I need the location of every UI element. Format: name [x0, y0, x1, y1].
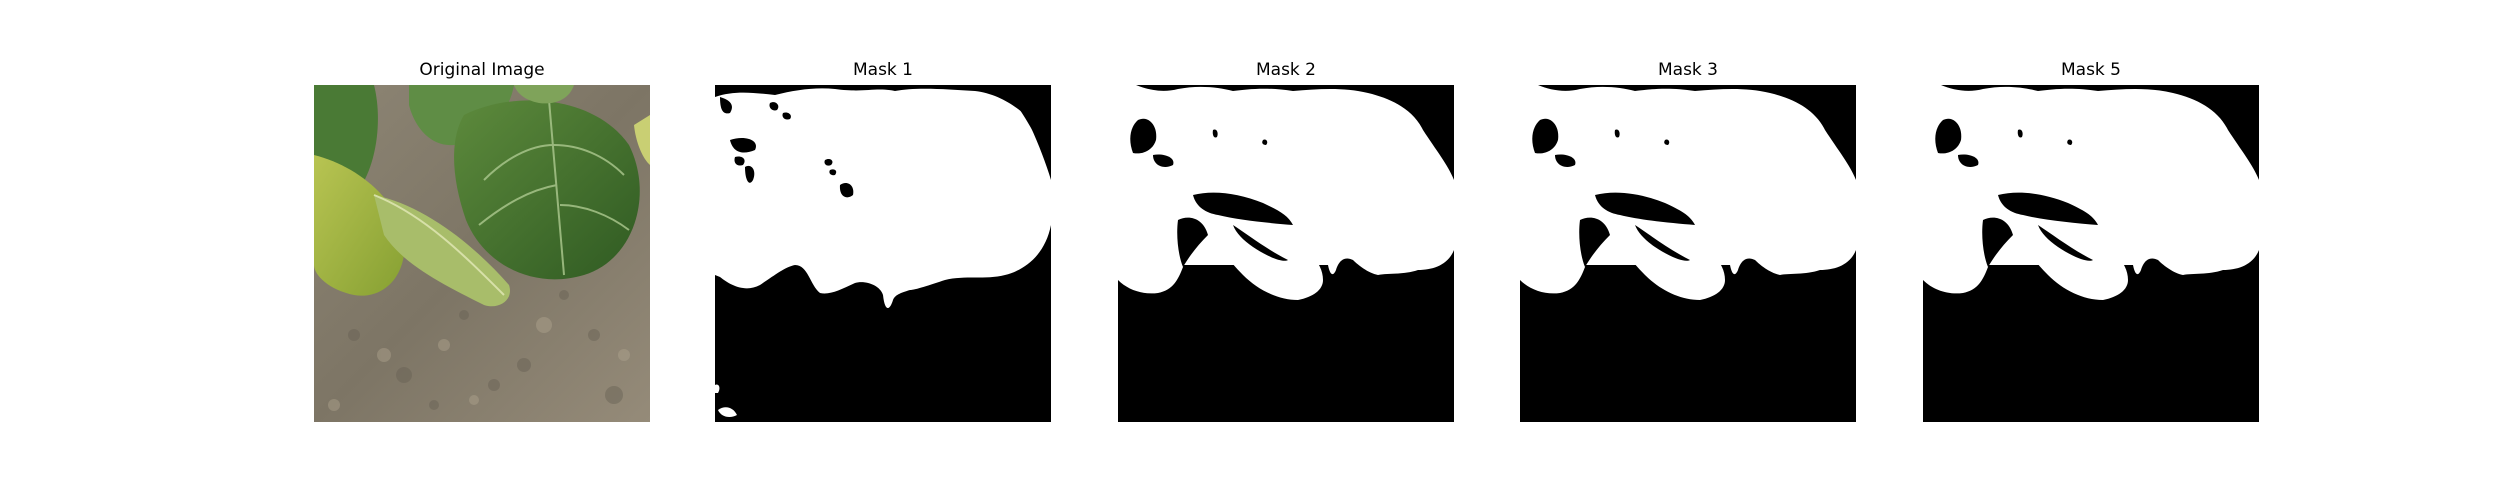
panel-title: Original Image: [314, 60, 650, 80]
mask-image: [1520, 85, 1856, 422]
mask-image: [1118, 85, 1454, 422]
panel-title: Mask 2: [1118, 60, 1454, 80]
panel-title: Mask 5: [1923, 60, 2259, 80]
panel-title: Mask 1: [715, 60, 1051, 80]
mask-image: [1923, 85, 2259, 422]
mask-image: [715, 85, 1051, 422]
original-photo: [314, 85, 650, 422]
panel-title: Mask 3: [1520, 60, 1856, 80]
